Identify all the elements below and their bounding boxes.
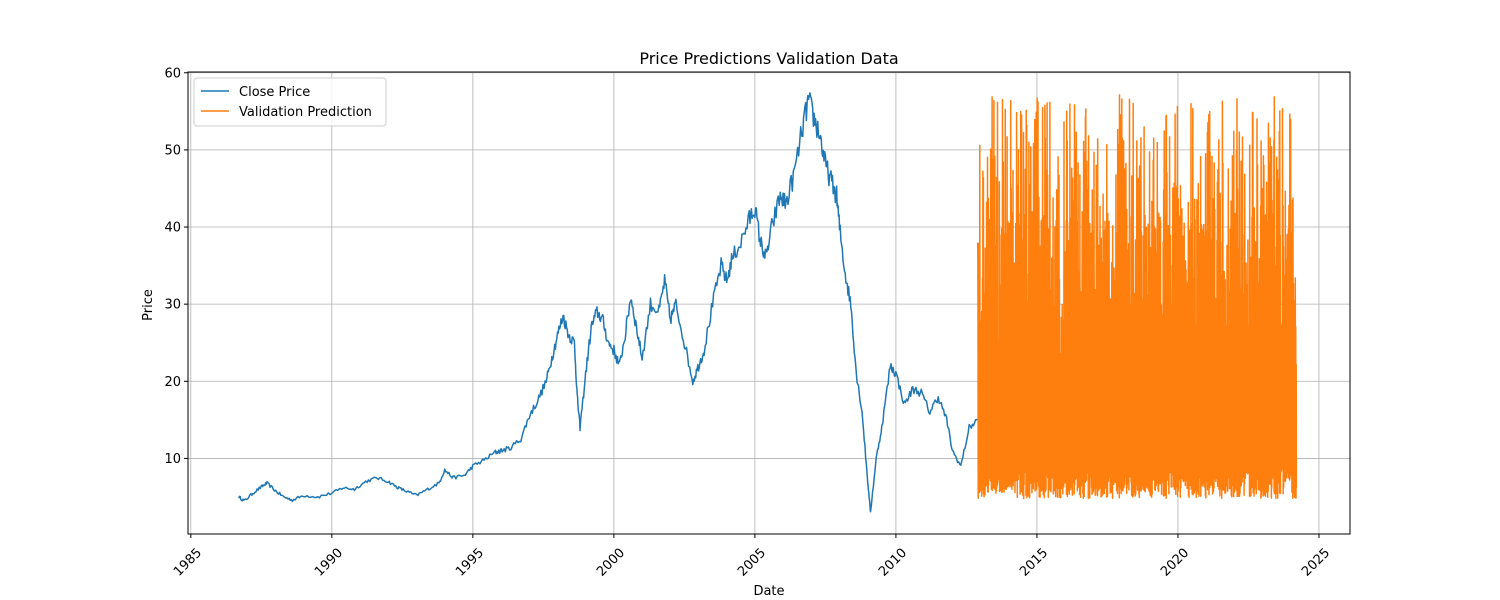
x-tick-label: 2010 [876,546,910,580]
chart-title: Price Predictions Validation Data [639,49,898,68]
y-tick-label: 60 [164,66,181,81]
legend-box [193,77,387,127]
legend-label-close-price: Close Price [239,85,310,100]
y-tick-label: 40 [164,221,181,236]
series-line-close-price [238,92,978,513]
y-tick-label: 50 [164,143,181,158]
y-tick-label: 10 [164,452,181,467]
x-tick-label: 2025 [1299,546,1333,580]
x-tick-label: 1995 [453,546,487,580]
x-tick-label: 1990 [312,546,346,580]
x-tick-label: 2005 [735,546,769,580]
x-axis-title: Date [753,584,784,599]
x-tick-label: 1985 [171,546,205,580]
x-axis-ticks: 1985 1990 1995 2000 2005 2010 2015 2020 2025 [171,534,1333,580]
series-lines [238,92,1298,513]
y-tick-label: 30 [164,298,181,313]
y-axis-title: Price [141,289,156,321]
series-line-validation-prediction [976,94,1298,500]
legend-label-validation-prediction: Validation Prediction [239,105,372,120]
x-tick-label: 2015 [1017,546,1051,580]
legend: Close Price Validation Prediction [193,77,387,127]
x-tick-label: 2000 [594,546,628,580]
x-tick-label: 2020 [1158,546,1192,580]
y-axis-ticks: 10 20 30 40 50 60 [164,66,188,467]
plot-area-frame [187,71,1351,535]
y-tick-label: 20 [164,375,181,390]
